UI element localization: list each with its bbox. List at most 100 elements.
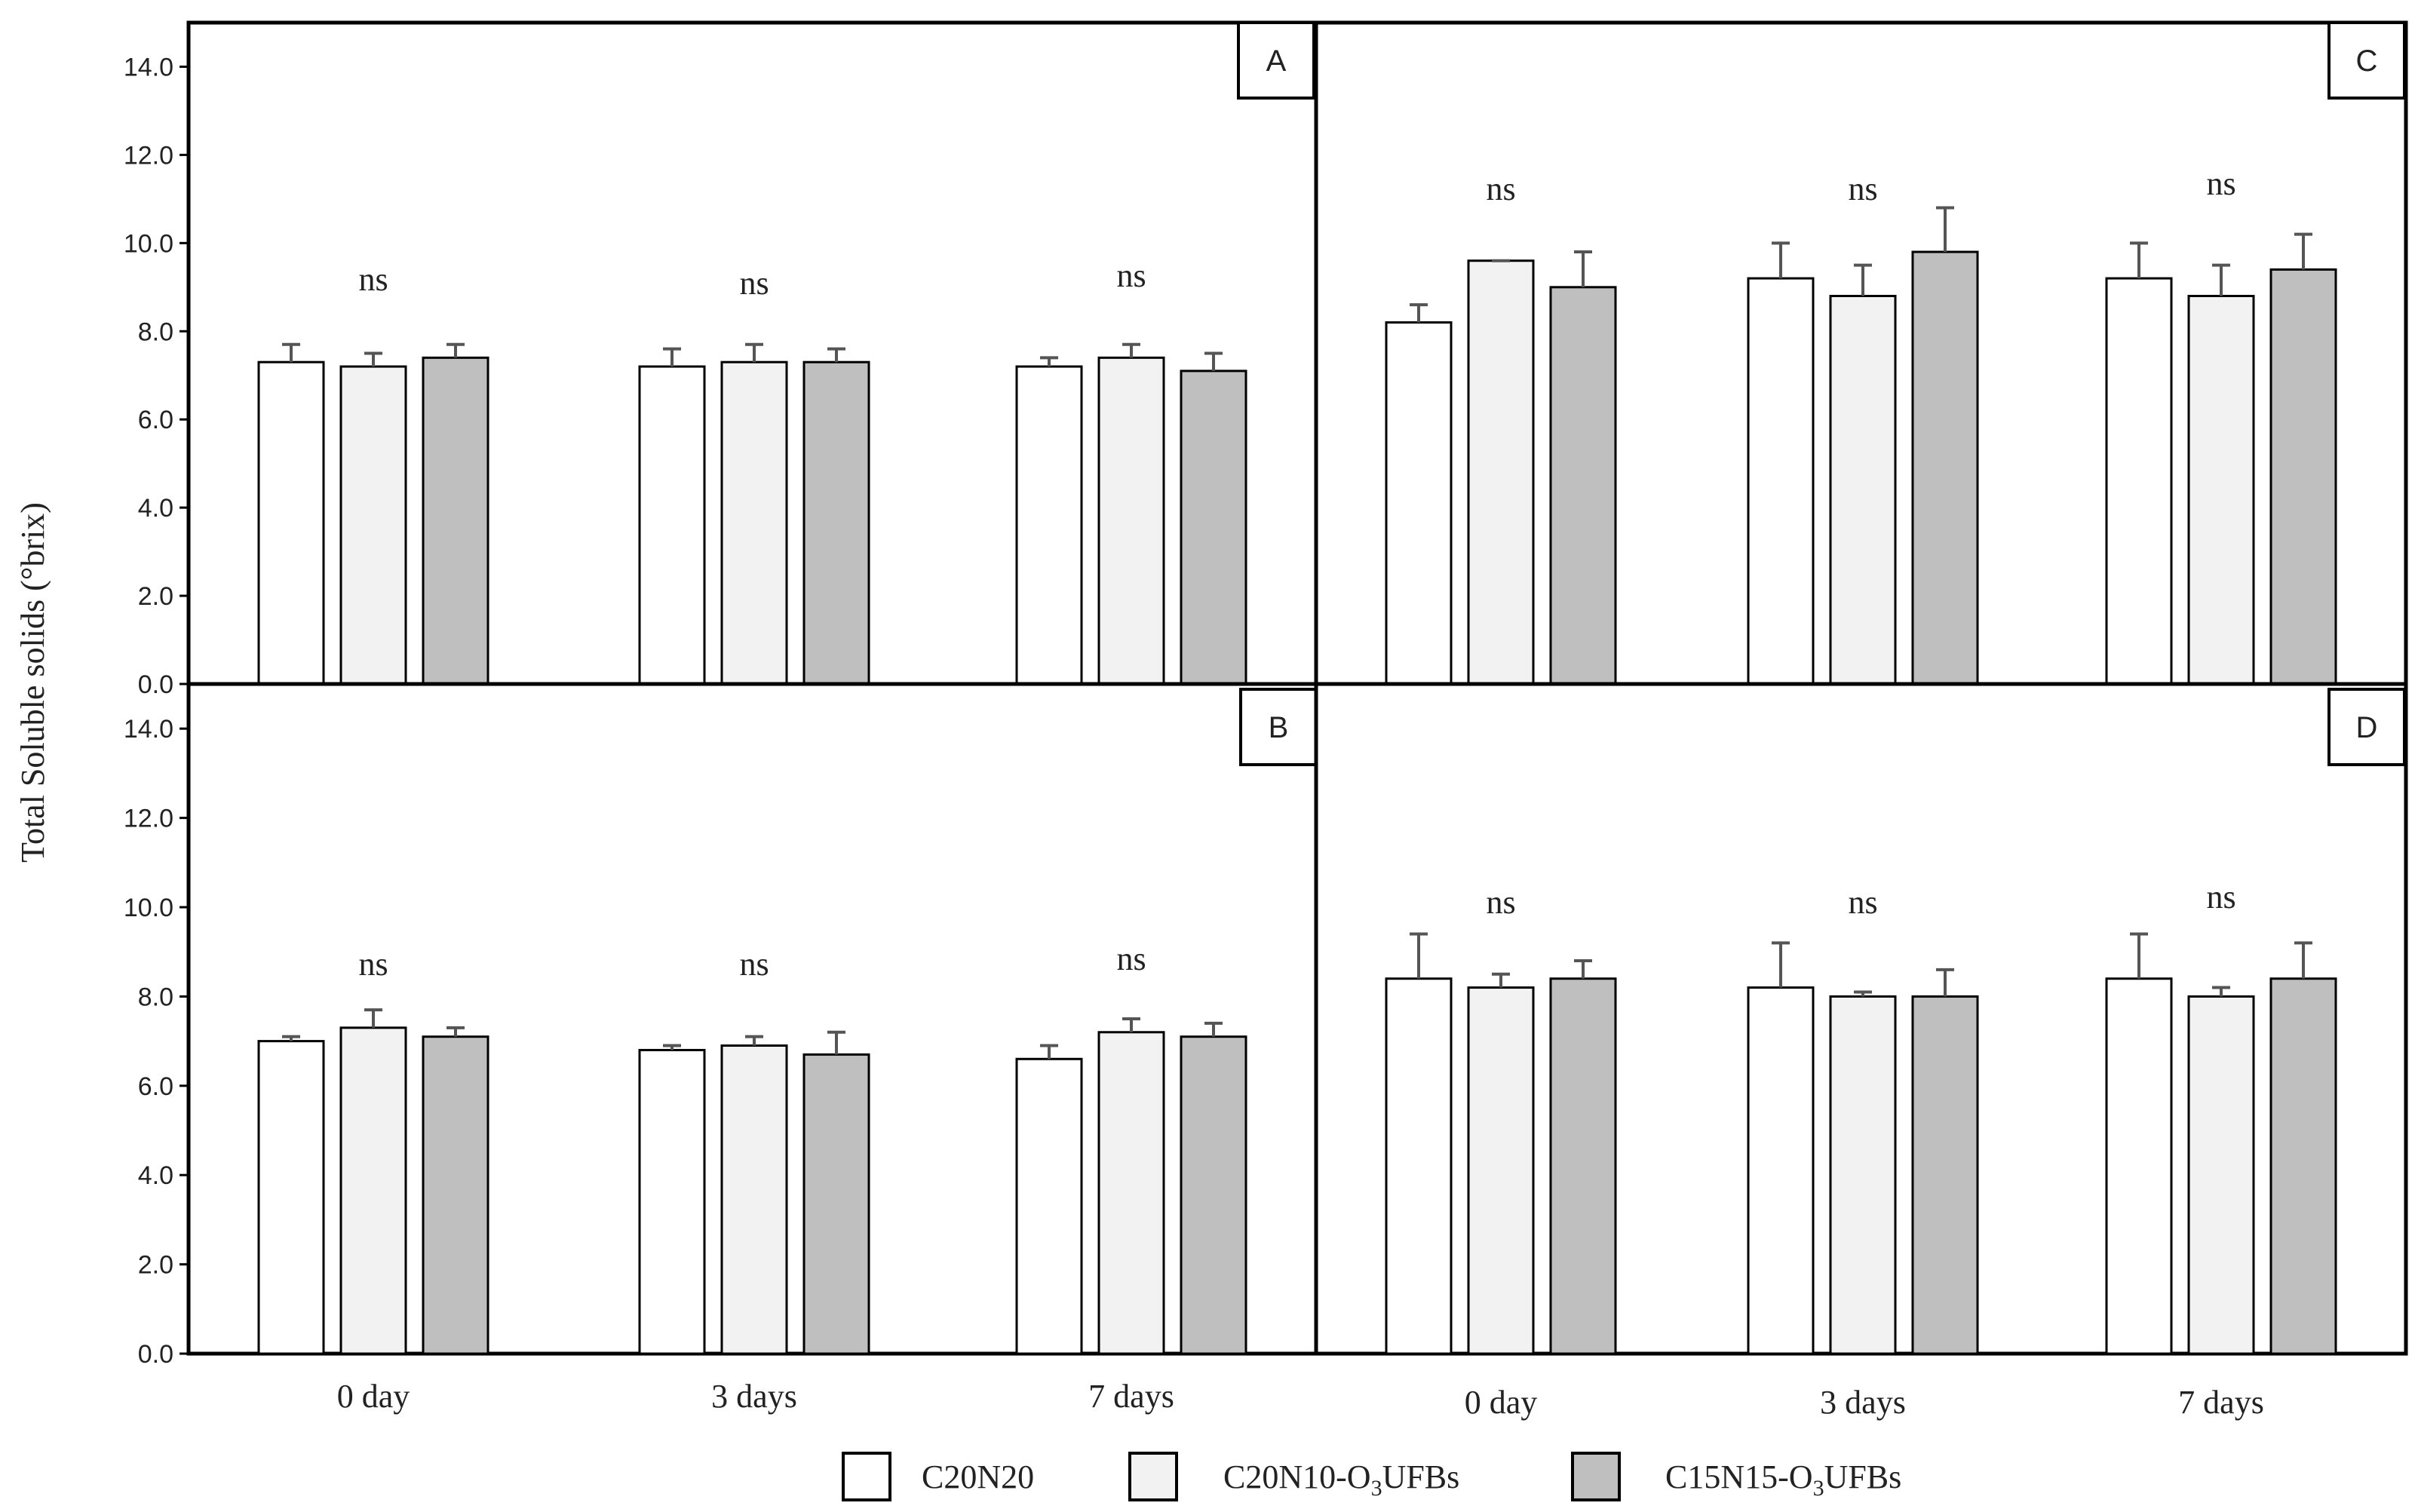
- bar: [1829, 294, 1897, 685]
- bar: [2105, 977, 2173, 1355]
- bar: [257, 360, 325, 685]
- x-category-label: 7 days: [2178, 1384, 2264, 1421]
- y-tick-label: 10.0: [124, 229, 173, 258]
- legend-label-c15n15-tail: UFBs: [1824, 1458, 1902, 1495]
- legend-label-c20n10: C20N10-O3UFBs: [1223, 1458, 1459, 1501]
- y-tick-label: 14.0: [124, 715, 173, 744]
- panels: 0.0 2.0 4.0 6.0 8.0 10.0 12.0 14.0 ns ns ns A 0.0 2.0…: [124, 20, 2408, 1421]
- bar: [422, 1035, 489, 1355]
- y-tick-label: 12.0: [124, 805, 173, 833]
- bar: [1467, 259, 1535, 685]
- bar: [2187, 995, 2255, 1355]
- y-tick-label: 10.0: [124, 894, 173, 922]
- bar: [257, 1040, 325, 1355]
- bar: [1015, 365, 1083, 685]
- legend-item-c20n20: C20N20: [842, 1452, 1034, 1501]
- y-tick-label: 12.0: [124, 141, 173, 170]
- y-tick-label: 8.0: [138, 317, 173, 346]
- panel-a: 0.0 2.0 4.0 6.0 8.0 10.0 12.0 14.0 ns ns ns A: [124, 20, 1318, 699]
- bar: [1385, 321, 1453, 685]
- bar: [1747, 277, 1815, 685]
- panel-letter-box: [2327, 688, 2406, 766]
- y-tick-label: 2.0: [138, 582, 173, 611]
- panel-letter: B: [1269, 711, 1289, 744]
- legend-swatch-c15n15: [1571, 1452, 1621, 1501]
- bar: [339, 1026, 407, 1355]
- x-category-label: 7 days: [1088, 1378, 1174, 1415]
- bar: [1180, 370, 1247, 685]
- bar: [1180, 1035, 1247, 1355]
- legend-swatch-c20n10: [1128, 1452, 1178, 1501]
- significance-label: ns: [1848, 884, 1877, 921]
- significance-label: ns: [358, 946, 388, 983]
- panel-letter-box: [2327, 21, 2406, 100]
- legend-label-c15n15-main: C15N15-O: [1665, 1458, 1813, 1495]
- bar: [802, 360, 870, 685]
- y-axis-title: Total Soluble solids (°brix): [14, 502, 51, 863]
- y-tick-label: 6.0: [138, 406, 173, 434]
- significance-label: ns: [1848, 170, 1877, 207]
- y-tick-label: 0.0: [138, 670, 173, 699]
- bar: [422, 356, 489, 685]
- y-tick-label: 0.0: [138, 1340, 173, 1369]
- bar: [720, 360, 788, 685]
- y-tick-label: 4.0: [138, 494, 173, 523]
- bar: [1385, 977, 1453, 1355]
- bar: [1911, 250, 1979, 685]
- bar: [1549, 977, 1617, 1355]
- bar: [1097, 1031, 1165, 1355]
- bar: [2187, 294, 2255, 685]
- legend-item-c15n15: C15N15-O3UFBs: [1571, 1452, 1901, 1501]
- bar: [638, 365, 706, 685]
- significance-label: ns: [739, 265, 769, 302]
- panel-letter: D: [2356, 711, 2378, 744]
- y-tick-label: 8.0: [138, 983, 173, 1011]
- bar: [1097, 356, 1165, 685]
- significance-label: ns: [1486, 884, 1515, 921]
- bar: [2105, 277, 2173, 685]
- y-tick-label: 4.0: [138, 1161, 173, 1190]
- significance-label: ns: [1116, 257, 1146, 294]
- bar: [1911, 995, 1979, 1355]
- significance-label: ns: [2206, 165, 2235, 202]
- legend-label-c15n15-sub: 3: [1813, 1476, 1824, 1501]
- panel-c: ns ns ns C: [1314, 20, 2408, 686]
- bar: [1015, 1057, 1083, 1355]
- bar: [339, 365, 407, 685]
- significance-label: ns: [739, 946, 769, 983]
- panel-d: ns 0 day ns 3 days ns 7 days D: [1314, 682, 2408, 1421]
- bar: [2269, 268, 2337, 685]
- panel-b: 0.0 2.0 4.0 6.0 8.0 10.0 12.0 14.0 ns 0 day ns 3 da…: [124, 682, 1318, 1415]
- significance-label: ns: [1486, 170, 1515, 207]
- y-tick-label: 2.0: [138, 1251, 173, 1280]
- x-category-label: 3 days: [1820, 1384, 1906, 1421]
- panel-letter-box: [1239, 688, 1318, 766]
- significance-label: ns: [1116, 940, 1146, 977]
- bar: [720, 1044, 788, 1355]
- significance-label: ns: [2206, 879, 2235, 915]
- legend: C20N20 C20N10-O3UFBs C15N15-O3UFBs: [842, 1452, 1901, 1501]
- legend-label-c20n10-main: C20N10-O: [1223, 1458, 1371, 1495]
- bar: [1747, 986, 1815, 1355]
- bar: [1467, 986, 1535, 1355]
- bar: [1829, 995, 1897, 1355]
- x-category-label: 3 days: [711, 1378, 797, 1415]
- panel-letter-box: [1237, 21, 1315, 100]
- bar: [638, 1048, 706, 1355]
- bar: [1549, 286, 1617, 685]
- x-category-label: 0 day: [1465, 1384, 1538, 1421]
- legend-label-c20n10-sub: 3: [1371, 1476, 1382, 1501]
- x-category-label: 0 day: [337, 1378, 410, 1415]
- y-tick-label: 6.0: [138, 1072, 173, 1101]
- bar: [2269, 977, 2337, 1355]
- legend-swatch-c20n20: [842, 1452, 891, 1501]
- panel-letter: A: [1266, 44, 1287, 78]
- legend-item-c20n10: C20N10-O3UFBs: [1128, 1452, 1459, 1501]
- panel-letter: C: [2356, 44, 2378, 78]
- legend-label-c20n20: C20N20: [922, 1458, 1034, 1495]
- significance-label: ns: [358, 261, 388, 298]
- legend-label-c20n10-tail: UFBs: [1382, 1458, 1460, 1495]
- legend-label-c15n15: C15N15-O3UFBs: [1665, 1458, 1901, 1501]
- y-tick-label: 14.0: [124, 53, 173, 81]
